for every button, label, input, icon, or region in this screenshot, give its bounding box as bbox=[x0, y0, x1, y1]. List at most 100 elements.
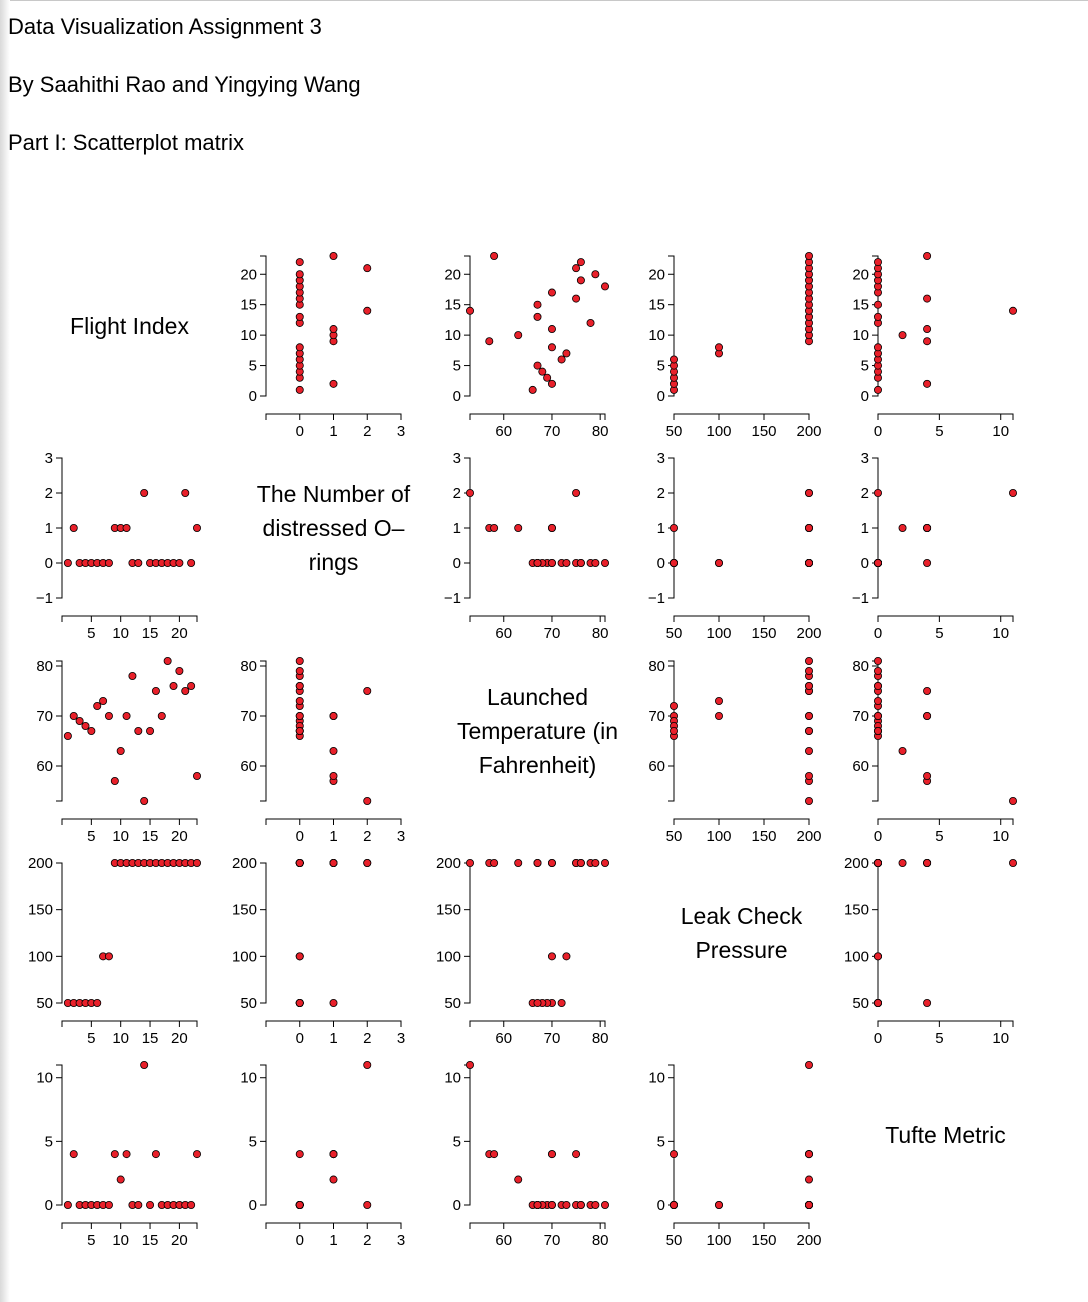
x-tick-label: 200 bbox=[796, 625, 821, 642]
y-axis: 60 70 80 bbox=[240, 658, 267, 802]
points bbox=[670, 251, 814, 394]
data-point bbox=[116, 1175, 125, 1184]
data-point bbox=[547, 343, 556, 352]
y-tick-label: 70 bbox=[852, 708, 869, 725]
cell-temp-vs-orings: 60 70 80 0 1 2 3 bbox=[240, 657, 405, 845]
x-tick-label: 50 bbox=[666, 625, 683, 642]
data-point bbox=[874, 682, 883, 691]
data-point bbox=[363, 687, 372, 696]
data-point bbox=[670, 1150, 679, 1159]
x-tick-label: 50 bbox=[666, 828, 683, 845]
data-point bbox=[898, 331, 907, 340]
y-axis: 60 70 80 bbox=[36, 658, 63, 802]
x-tick-label: 0 bbox=[296, 1232, 304, 1249]
data-point bbox=[363, 306, 372, 315]
y-tick-label: 0 bbox=[861, 388, 869, 405]
data-point bbox=[295, 1201, 304, 1210]
page-authors: By Saahithi Rao and Yingying Wang bbox=[8, 72, 361, 97]
data-point bbox=[490, 859, 499, 868]
y-tick-label: 5 bbox=[453, 358, 461, 375]
data-point bbox=[490, 251, 499, 260]
data-point bbox=[923, 687, 932, 696]
data-point bbox=[187, 682, 196, 691]
data-point bbox=[874, 657, 883, 666]
y-axis: 0 5 10 15 20 bbox=[444, 255, 471, 405]
data-point bbox=[591, 859, 600, 868]
diagonal-label-flight: Flight Index bbox=[70, 313, 189, 339]
data-point bbox=[576, 1201, 585, 1210]
y-tick-label: 0 bbox=[45, 555, 53, 572]
diagonal-label-temp: Fahrenheit) bbox=[479, 752, 597, 778]
data-point bbox=[104, 559, 113, 568]
points bbox=[295, 251, 372, 394]
data-point bbox=[1009, 488, 1018, 497]
y-axis: 50 100 150 200 bbox=[232, 855, 267, 1012]
y-tick-label: 200 bbox=[436, 855, 461, 872]
data-point bbox=[104, 1201, 113, 1210]
x-tick-label: 20 bbox=[171, 828, 188, 845]
cell-pressure-vs-orings: 50 100 150 200 0 1 2 3 bbox=[232, 855, 405, 1047]
x-axis: 0 5 10 bbox=[874, 615, 1014, 642]
x-tick-label: 200 bbox=[796, 828, 821, 845]
data-point bbox=[923, 559, 932, 568]
data-point bbox=[533, 999, 542, 1008]
points bbox=[670, 657, 814, 806]
data-point bbox=[923, 712, 932, 721]
diagonal-label-temp: Launched bbox=[487, 684, 588, 710]
y-tick-label: −1 bbox=[852, 590, 869, 607]
data-point bbox=[363, 859, 372, 868]
y-tick-label: 5 bbox=[861, 358, 869, 375]
data-point bbox=[898, 524, 907, 533]
data-point bbox=[81, 722, 90, 731]
data-point bbox=[151, 687, 160, 696]
data-point bbox=[295, 859, 304, 868]
data-point bbox=[562, 952, 571, 961]
x-tick-label: 2 bbox=[363, 423, 371, 440]
x-tick-label: 200 bbox=[796, 423, 821, 440]
x-tick-label: 2 bbox=[363, 828, 371, 845]
data-point bbox=[874, 312, 883, 321]
cell-tufte-vs-flight: 0 5 10 5 10 15 20 bbox=[36, 1061, 201, 1249]
y-tick-label: 2 bbox=[657, 485, 665, 502]
data-point bbox=[923, 772, 932, 781]
data-point bbox=[533, 312, 542, 321]
y-axis: −1 0 1 2 3 bbox=[36, 450, 63, 607]
cell-temp-vs-temp: Launched Temperature (in Fahrenheit) bbox=[457, 684, 618, 778]
x-tick-label: 150 bbox=[751, 828, 776, 845]
x-axis: 0 1 2 3 bbox=[265, 818, 405, 845]
points bbox=[874, 859, 1018, 1008]
data-point bbox=[329, 859, 338, 868]
data-point bbox=[1009, 797, 1018, 806]
points bbox=[295, 657, 372, 806]
data-point bbox=[329, 772, 338, 781]
x-tick-label: 5 bbox=[87, 625, 95, 642]
data-point bbox=[514, 859, 523, 868]
points bbox=[670, 1061, 814, 1210]
diagonal-label-orings: The Number of bbox=[257, 481, 411, 507]
data-point bbox=[874, 712, 883, 721]
y-tick-label: 3 bbox=[453, 450, 461, 467]
data-point bbox=[169, 682, 178, 691]
cell-orings-vs-orings: The Number of distressed O– rings bbox=[257, 481, 411, 575]
data-point bbox=[874, 952, 883, 961]
cell-pressure-vs-flight: 50 100 150 200 5 10 15 20 bbox=[28, 855, 201, 1047]
data-point bbox=[363, 264, 372, 273]
y-axis: −1 0 1 2 3 bbox=[444, 450, 471, 607]
y-tick-label: 2 bbox=[453, 485, 461, 502]
y-tick-label: 70 bbox=[36, 708, 53, 725]
data-point bbox=[586, 318, 595, 327]
diagonal-label-orings: distressed O– bbox=[263, 515, 405, 541]
x-tick-label: 10 bbox=[112, 1030, 129, 1047]
y-axis: 50 100 150 200 bbox=[844, 855, 879, 1012]
data-point bbox=[329, 325, 338, 334]
x-axis: 0 1 2 3 bbox=[265, 1222, 405, 1249]
x-tick-label: 3 bbox=[397, 423, 405, 440]
x-tick-label: 10 bbox=[992, 1030, 1009, 1047]
data-point bbox=[295, 385, 304, 394]
points bbox=[465, 251, 610, 394]
data-point bbox=[874, 999, 883, 1008]
data-point bbox=[805, 657, 814, 666]
data-point bbox=[134, 559, 143, 568]
data-point bbox=[295, 1150, 304, 1159]
data-point bbox=[670, 1201, 679, 1210]
